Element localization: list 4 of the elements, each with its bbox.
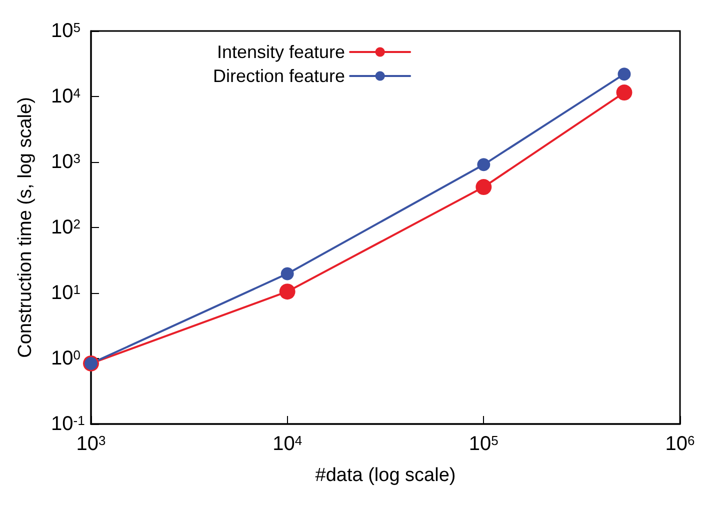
legend-label: Direction feature xyxy=(212,66,346,86)
legend-label: Intensity feature xyxy=(216,42,346,62)
y-axis-title: Construction time (s, log scale) xyxy=(15,97,36,358)
x-axis-title: #data (log scale) xyxy=(315,465,456,486)
